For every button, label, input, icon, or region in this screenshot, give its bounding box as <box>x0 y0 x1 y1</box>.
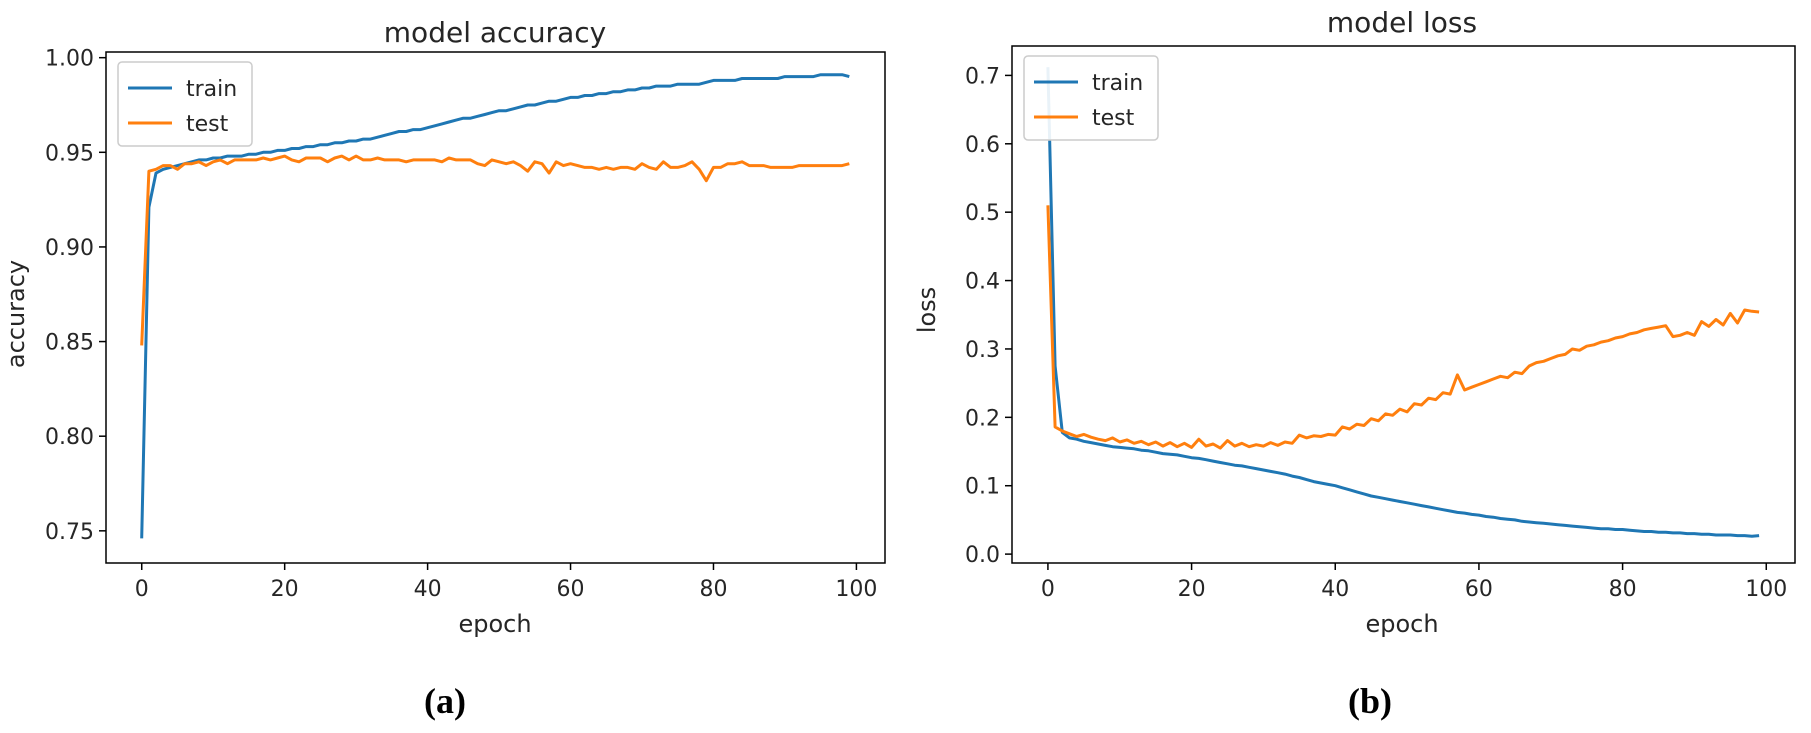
loss-series-test-line <box>1046 205 1760 450</box>
loss-chart-ylabel: loss <box>913 287 941 333</box>
accuracy-ytick-label: 0.80 <box>45 425 94 450</box>
accuracy-xtick-label: 100 <box>835 577 877 602</box>
accuracy-legend-label-train: train <box>186 77 237 102</box>
loss-xtick-label: 80 <box>1609 577 1637 602</box>
accuracy-xtick-label: 60 <box>557 577 585 602</box>
accuracy-xtick-label: 20 <box>271 577 299 602</box>
loss-ytick-label: 0.3 <box>965 338 1000 363</box>
accuracy-legend-label-test: test <box>186 112 229 137</box>
loss-legend <box>1023 55 1159 141</box>
panel-caption-a: (a) <box>424 681 466 721</box>
loss-chart-title: model loss <box>1327 6 1477 39</box>
loss-series-train-line <box>1046 67 1760 538</box>
accuracy-xtick-label: 40 <box>414 577 442 602</box>
loss-ytick-label: 0.0 <box>965 543 1000 568</box>
accuracy-chart: model accuracy epoch accuracy 0 20 40 60 80 1… <box>2 16 886 638</box>
loss-legend-label-train: train <box>1092 71 1143 96</box>
accuracy-chart-title: model accuracy <box>384 16 606 49</box>
accuracy-chart-xlabel: epoch <box>458 610 531 638</box>
loss-xtick-label: 60 <box>1465 577 1493 602</box>
accuracy-ytick-label: 0.75 <box>45 520 94 545</box>
accuracy-ytick-label: 1.00 <box>45 47 94 72</box>
accuracy-ytick-label: 0.95 <box>45 141 94 166</box>
accuracy-ytick-label: 0.90 <box>45 236 94 261</box>
loss-xtick-label: 20 <box>1178 577 1206 602</box>
loss-legend-label-test: test <box>1092 106 1135 131</box>
loss-ytick-label: 0.4 <box>965 270 1000 295</box>
accuracy-xtick-label: 0 <box>135 577 149 602</box>
accuracy-chart-ylabel: accuracy <box>2 260 30 368</box>
loss-ytick-label: 0.6 <box>965 133 1000 158</box>
loss-ytick-label: 0.7 <box>965 64 1000 89</box>
loss-ytick-label: 0.1 <box>965 475 1000 500</box>
loss-xtick-label: 0 <box>1041 577 1055 602</box>
accuracy-legend <box>117 61 253 147</box>
loss-xtick-label: 40 <box>1321 577 1349 602</box>
loss-ytick-label: 0.5 <box>965 201 1000 226</box>
loss-chart-xlabel: epoch <box>1365 610 1438 638</box>
accuracy-xtick-label: 80 <box>699 577 727 602</box>
loss-axes-frame <box>1011 45 1796 564</box>
panel-caption-b: (b) <box>1348 681 1392 721</box>
accuracy-ytick-label: 0.85 <box>45 331 94 356</box>
loss-ytick-label: 0.2 <box>965 406 1000 431</box>
loss-xtick-label: 100 <box>1745 577 1787 602</box>
accuracy-series-test-line <box>140 154 850 346</box>
accuracy-axes-frame <box>105 51 886 564</box>
loss-chart: model loss epoch loss 0 20 40 60 80 100 0.0 0.1… <box>913 6 1796 638</box>
accuracy-series-train-line <box>140 73 850 539</box>
